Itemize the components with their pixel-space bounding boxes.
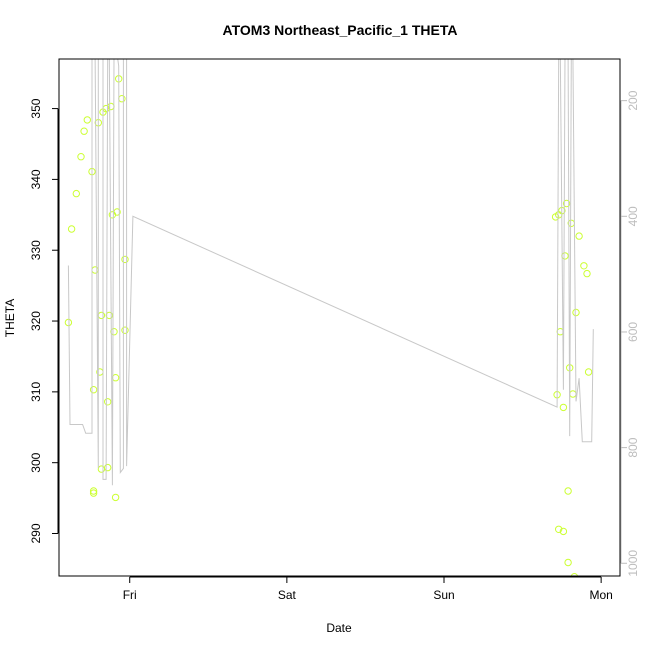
series-line-1 [67,59,594,486]
data-point [559,403,568,412]
data-point [67,225,76,233]
data-point [570,573,579,576]
y-tick-label: 320 [29,311,43,331]
data-point [583,269,591,278]
x-tick-label: Mon [589,588,612,602]
data-point [72,189,81,198]
data-point [111,493,120,502]
y-tick-label: 300 [29,452,43,472]
data-point [89,487,98,495]
y-tick-label: 350 [29,98,43,118]
data-point [121,326,129,334]
data-point [559,527,568,536]
data-point [89,489,98,497]
data-point [564,487,572,495]
data-point [64,318,73,327]
data-point [83,116,92,124]
x-tick-label: Fri [123,588,137,602]
plot-layer [64,59,594,576]
y2-tick-label: 600 [626,322,640,342]
data-point [80,127,88,135]
y2-tick-label: 800 [626,437,640,457]
data-point [562,199,571,208]
axes-layer: Fri Sat Sun Mon 290 300 310 320 330 340 350 200 400 6… [29,90,640,602]
data-point [575,232,583,240]
data-point [89,386,98,394]
y2-tick-label: 200 [626,90,640,110]
data-point [584,368,593,376]
data-point [580,262,588,270]
data-point [104,463,112,472]
y-tick-label: 310 [29,382,43,402]
y-axis-label: THETA [3,299,17,337]
x-axis-label: Date [326,621,352,635]
data-point [104,398,112,406]
data-point [572,308,580,317]
y2-tick-label: 400 [626,206,640,226]
x-tick-label: Sat [278,588,297,602]
data-point [77,153,85,161]
y2-tick-label: 1000 [626,550,640,577]
x-tick-label: Sun [433,588,454,602]
chart-title: ATOM3 Northeast_Pacific_1 THETA [223,22,458,38]
y-tick-label: 330 [29,240,43,260]
plot-frame [58,58,621,577]
data-point [564,558,572,567]
y-tick-label: 290 [29,523,43,543]
data-point [105,311,114,320]
y-tick-label: 340 [29,169,43,189]
data-point [121,255,129,264]
data-point [555,525,563,533]
